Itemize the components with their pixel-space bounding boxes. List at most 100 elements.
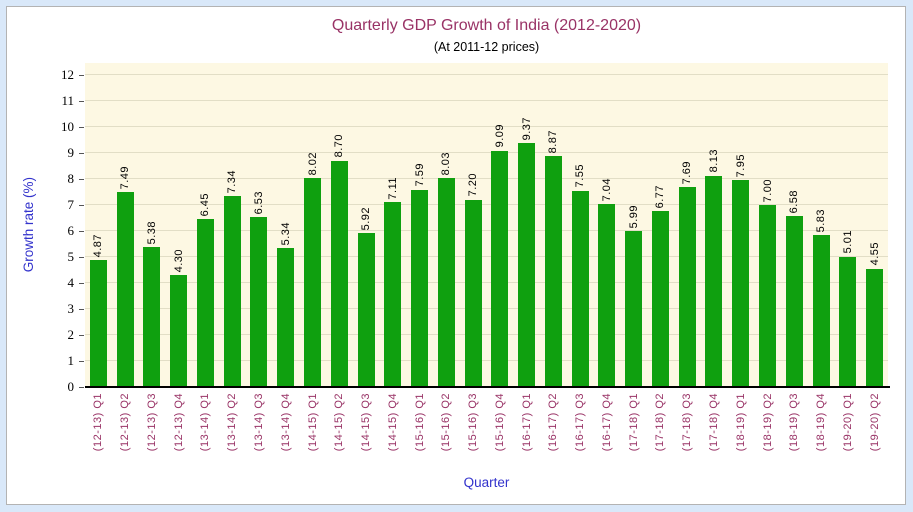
bar[interactable] [116,192,134,387]
bar[interactable] [437,178,455,387]
x-category-label: (12-13) Q3 [145,393,158,452]
x-category-cell: (17-18) Q4 [701,393,728,471]
gridline [85,74,888,75]
bar[interactable] [223,196,241,387]
bar[interactable] [196,219,214,387]
bar-value-label: 6.58 [788,189,801,213]
bar[interactable] [598,203,616,387]
bar-group: 8.02 [299,63,326,387]
x-category-cell: (12-13) Q4 [165,393,192,471]
x-category-cell: (13-14) Q1 [192,393,219,471]
y-axis-tick-label: 2 [67,327,75,342]
bar-group: 6.58 [781,63,808,387]
bar-group: 8.13 [701,63,728,387]
bar-group: 7.34 [219,63,246,387]
chart-panel: Quarterly GDP Growth of India (2012-2020… [6,6,906,505]
bar[interactable] [250,217,268,387]
x-category-label: (17-18) Q1 [627,393,640,452]
x-category-cell: (14-15) Q1 [299,393,326,471]
bar-value-label: 5.92 [360,206,373,231]
x-category-labels: (12-13) Q1 (12-13) Q2 (12-13) Q3 (12-13) Q4… [85,393,888,471]
plot-area: 4.87 7.49 5.38 4.30 6.45 7.34 6.53 5.34 8.02 8.70… [85,63,888,387]
bar-group: 4.87 [85,63,112,387]
x-category-cell: (18-19) Q2 [754,393,781,471]
bar[interactable] [785,215,803,387]
x-category-label: (14-15) Q4 [386,393,399,452]
x-category-label: (15-16) Q4 [493,393,506,452]
y-axis-tick-label: 0 [67,379,75,394]
y-axis-tick-label: 6 [67,223,75,238]
x-category-cell: (19-20) Q2 [861,393,888,471]
x-category-label: (17-18) Q3 [681,393,694,452]
x-category-cell: (15-16) Q4 [486,393,513,471]
bar-group: 5.92 [353,63,380,387]
bar-value-label: 5.01 [841,230,854,254]
bar[interactable] [544,156,562,387]
bar[interactable] [839,256,857,387]
bar-value-label: 7.49 [119,165,132,190]
gridline [85,282,888,283]
bar-value-label: 8.13 [707,149,720,173]
x-category-label: (18-19) Q2 [761,393,774,452]
x-category-label: (18-19) Q3 [788,393,801,452]
bar-group: 4.30 [165,63,192,387]
bar[interactable] [625,231,643,387]
bar-group: 7.49 [112,63,139,387]
x-category-label: (19-20) Q2 [868,393,881,452]
bar-value-label: 4.55 [868,242,881,266]
x-category-label: (12-13) Q4 [172,393,185,452]
bar[interactable] [812,235,830,387]
gridline [85,308,888,309]
bar[interactable] [518,143,536,387]
x-category-label: (13-14) Q2 [226,393,239,452]
y-axis-tick-label: 11 [61,93,74,108]
bar-group: 8.03 [433,63,460,387]
bar[interactable] [464,199,482,387]
x-category-label: (16-17) Q4 [600,393,613,452]
y-axis-tick-label: 8 [67,171,75,186]
x-category-cell: (12-13) Q2 [112,393,139,471]
x-category-cell: (18-19) Q3 [781,393,808,471]
y-axis-tick-label: 5 [67,249,75,264]
bar[interactable] [705,175,723,387]
bar-group: 5.83 [808,63,835,387]
gridline [85,334,888,335]
bar[interactable] [759,205,777,387]
x-category-label: (16-17) Q1 [520,393,533,452]
bar[interactable] [411,189,429,387]
bar[interactable] [866,268,884,387]
bar[interactable] [170,275,188,387]
bar[interactable] [571,190,589,387]
x-category-label: (18-19) Q4 [815,393,828,452]
bar[interactable] [678,187,696,387]
bar[interactable] [732,180,750,387]
bar[interactable] [304,178,321,387]
y-axis-tick [79,257,84,258]
bar-group: 5.38 [139,63,166,387]
chart-subtitle: (At 2011-12 prices) [433,40,540,54]
y-axis-tick [79,231,84,232]
bar[interactable] [330,160,348,387]
bar-group: 7.11 [379,63,406,387]
bar-value-label: 7.95 [734,153,747,178]
y-axis-tick [79,101,84,102]
bar-value-label: 5.38 [145,220,158,245]
bar[interactable] [143,247,161,387]
bar[interactable] [89,260,107,387]
x-category-label: (13-14) Q1 [199,393,212,452]
gridline [85,152,888,153]
x-category-label: (18-19) Q1 [734,393,747,452]
bar[interactable] [651,210,669,387]
x-category-cell: (18-19) Q4 [808,393,835,471]
bar-value-label: 6.45 [199,192,212,217]
x-category-label: (15-16) Q1 [413,393,426,452]
x-category-cell: (16-17) Q1 [513,393,540,471]
bar[interactable] [384,202,402,387]
y-axis-tick [79,127,84,128]
bar-value-label: 8.70 [333,134,346,158]
bar[interactable] [491,150,509,387]
y-axis-tick [79,153,84,154]
y-axis-tick-label: 1 [67,353,75,368]
bar[interactable] [357,233,375,387]
bar[interactable] [277,248,295,387]
